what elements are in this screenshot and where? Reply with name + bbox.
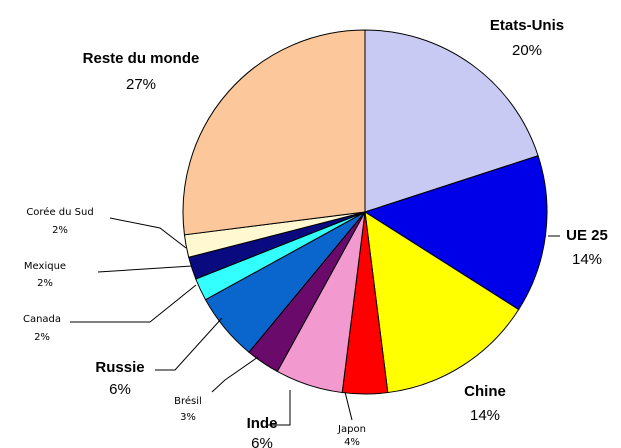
pie-slice-etats-unis — [364, 29, 539, 213]
value-mexique: 2% — [37, 278, 53, 289]
leader-line-inde — [268, 390, 291, 426]
value-russie: 6% — [109, 381, 131, 398]
slice-label-mexique: Mexique 2% — [24, 261, 66, 289]
label-ue25: UE 25 — [566, 227, 608, 244]
slice-label-russie: Russie 6% — [95, 359, 144, 398]
value-japon: 4% — [344, 437, 360, 448]
label-chine: Chine — [464, 383, 506, 400]
slice-label-ue25: UE 25 14% — [566, 227, 608, 268]
label-etats-unis: Etats-Unis — [490, 17, 564, 34]
leader-line-russie — [155, 317, 223, 371]
value-coree: 2% — [52, 225, 68, 236]
pie-slice-reste-du-monde — [182, 29, 366, 236]
pie-slices — [182, 29, 548, 395]
label-canada: Canada — [23, 314, 61, 325]
label-reste: Reste du monde — [83, 50, 200, 67]
slice-label-chine: Chine 14% — [464, 383, 506, 424]
slice-label-japon: Japon 4% — [337, 424, 366, 448]
label-inde: Inde — [247, 415, 278, 432]
label-japon: Japon — [337, 424, 366, 435]
pie-slice-ue-25 — [363, 155, 548, 311]
leader-line-canada — [70, 284, 197, 323]
leader-line-bresil — [211, 356, 259, 393]
value-reste: 27% — [126, 76, 156, 93]
slice-label-reste: Reste du monde 27% — [83, 50, 200, 93]
value-chine: 14% — [470, 407, 500, 424]
value-canada: 2% — [34, 332, 50, 343]
leader-line-mexique — [97, 265, 193, 273]
slice-label-canada: Canada 2% — [23, 314, 61, 343]
label-russie: Russie — [95, 359, 144, 376]
value-inde: 6% — [251, 435, 273, 448]
label-coree: Corée du Sud — [26, 206, 93, 218]
slice-label-bresil: Brésil 3% — [174, 395, 202, 423]
value-bresil: 3% — [180, 412, 196, 423]
value-ue25: 14% — [572, 251, 602, 268]
leader-line-coree — [109, 217, 187, 249]
slice-label-coree: Corée du Sud 2% — [26, 206, 93, 236]
label-bresil: Brésil — [174, 395, 202, 407]
slice-label-inde: Inde 6% — [247, 415, 278, 448]
value-etats-unis: 20% — [512, 42, 542, 59]
leader-lines — [70, 217, 560, 426]
slice-label-etats-unis: Etats-Unis 20% — [490, 17, 564, 59]
pie-slice-chine — [364, 211, 520, 394]
label-mexique: Mexique — [24, 261, 66, 272]
leader-line-japon — [344, 391, 353, 421]
